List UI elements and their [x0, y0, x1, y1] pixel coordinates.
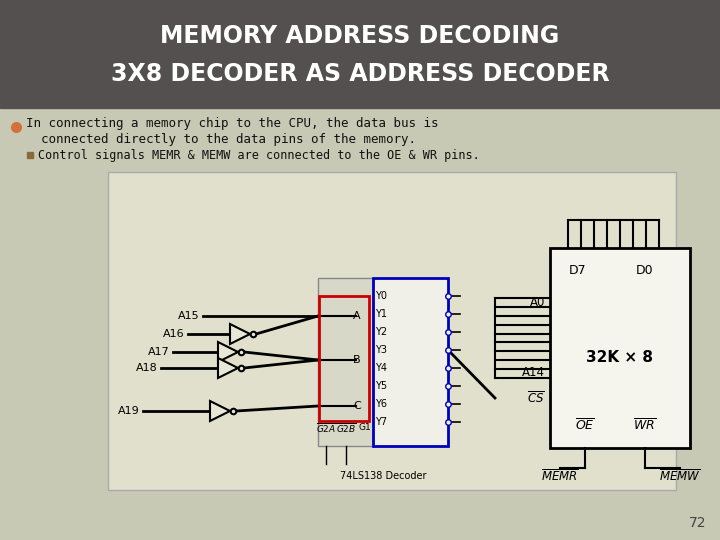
Text: MEMORY ADDRESS DECODING: MEMORY ADDRESS DECODING: [161, 24, 559, 48]
Text: Y5: Y5: [375, 381, 387, 391]
Text: $\overline{MEMW}$: $\overline{MEMW}$: [659, 468, 701, 484]
Text: Y6: Y6: [375, 399, 387, 409]
Text: connected directly to the data pins of the memory.: connected directly to the data pins of t…: [26, 132, 416, 145]
Bar: [550, 248, 690, 448]
Bar: [373, 278, 448, 446]
Text: $\overline{CS}$: $\overline{CS}$: [527, 390, 545, 406]
Text: $\overline{WR}$: $\overline{WR}$: [634, 418, 657, 434]
Bar: [108, 172, 676, 490]
Text: A19: A19: [118, 406, 140, 416]
Text: B: B: [354, 355, 361, 365]
Text: A16: A16: [163, 329, 185, 339]
Text: In connecting a memory chip to the CPU, the data bus is: In connecting a memory chip to the CPU, …: [26, 117, 438, 130]
Text: Control signals MEMR & MEMW are connected to the OE & WR pins.: Control signals MEMR & MEMW are connecte…: [38, 148, 480, 161]
Text: A: A: [354, 311, 361, 321]
Text: Y7: Y7: [375, 417, 387, 427]
Text: 3X8 DECODER AS ADDRESS DECODER: 3X8 DECODER AS ADDRESS DECODER: [111, 62, 609, 86]
Text: D0: D0: [636, 264, 654, 276]
Text: $\overline{OE}$: $\overline{OE}$: [575, 418, 595, 434]
Text: $\overline{G2A}$: $\overline{G2A}$: [315, 421, 336, 435]
Text: Y1: Y1: [375, 309, 387, 319]
Text: Y0: Y0: [375, 291, 387, 301]
Text: C: C: [354, 401, 361, 411]
Text: Y4: Y4: [375, 363, 387, 373]
Bar: [318, 278, 373, 446]
Text: Y3: Y3: [375, 345, 387, 355]
Text: A14: A14: [522, 367, 545, 380]
Text: A0: A0: [530, 296, 545, 309]
Text: 72: 72: [688, 516, 706, 530]
Text: A15: A15: [179, 311, 200, 321]
Polygon shape: [218, 358, 238, 378]
Text: G1: G1: [359, 423, 372, 433]
Polygon shape: [210, 401, 230, 421]
Text: Y2: Y2: [375, 327, 387, 337]
Text: D7: D7: [570, 264, 587, 276]
Text: 74LS138 Decoder: 74LS138 Decoder: [340, 471, 426, 481]
Text: 32K × 8: 32K × 8: [587, 350, 654, 366]
Polygon shape: [218, 342, 238, 362]
Text: A18: A18: [136, 363, 158, 373]
Bar: [0, 0, 720, 108]
Text: A17: A17: [148, 347, 170, 357]
Text: $\overline{G2B}$: $\overline{G2B}$: [336, 421, 356, 435]
Text: $\overline{MEMR}$: $\overline{MEMR}$: [541, 468, 579, 484]
Polygon shape: [230, 324, 250, 344]
Bar: [319, 296, 369, 421]
